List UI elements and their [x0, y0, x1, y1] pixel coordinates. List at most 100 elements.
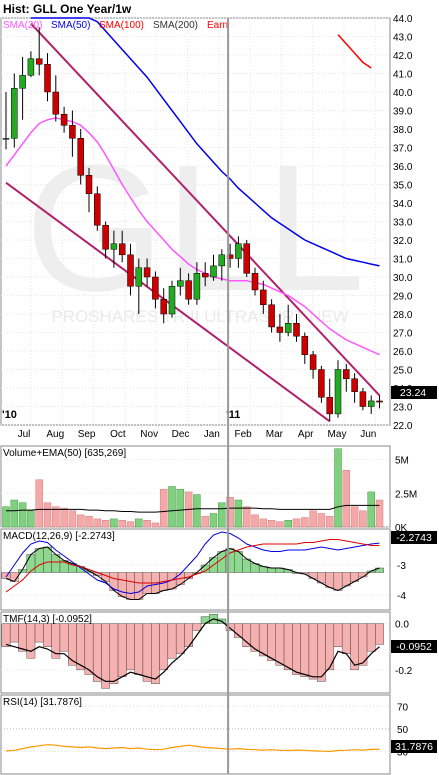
- volume-bar: [10, 499, 19, 528]
- price-grid: [1, 17, 390, 426]
- legend-entry: SMA(200): [153, 20, 198, 31]
- volume-bar: [301, 517, 309, 528]
- volume-bar: [110, 518, 118, 528]
- macd-signal-line: [5, 539, 380, 593]
- tmf-hist-bar: [175, 623, 185, 654]
- candle-body: [77, 138, 84, 176]
- tmf-hist-bar: [126, 623, 135, 671]
- volume-bar: [143, 520, 151, 528]
- volume-label: Volume+EMA(50) [635,269]: [3, 448, 126, 459]
- rsi-line: [5, 744, 380, 753]
- macd-hist-bar: [26, 554, 36, 573]
- price-tick-label: 23.0: [393, 403, 413, 414]
- volume-bar: [292, 518, 301, 528]
- volume-bar: [43, 502, 52, 528]
- price-overlays: [5, 17, 381, 423]
- sma100-line: [337, 34, 372, 69]
- tmf-hist-bar: [134, 623, 144, 675]
- candle-body: [193, 273, 201, 300]
- tmf-hist-bar: [84, 623, 94, 675]
- month-label: Oct: [110, 429, 126, 440]
- volume-bar: [259, 518, 268, 528]
- sma20-line: [5, 117, 380, 356]
- tmf-hist-bar: [43, 623, 52, 647]
- candle-body: [102, 224, 109, 250]
- candle-body: [235, 243, 242, 259]
- volume-bar: [209, 513, 218, 528]
- candle-body: [118, 243, 126, 256]
- volume-bar: [201, 515, 209, 528]
- macd-label: MACD(12,26,9) [-2.2743]: [3, 531, 115, 542]
- last-price-box: [391, 386, 437, 399]
- price-tick-label: 35.0: [393, 181, 413, 192]
- candle-body: [318, 369, 325, 398]
- candle-body: [284, 323, 292, 333]
- candle-body: [11, 88, 18, 139]
- price-tick-label: 39.0: [393, 107, 413, 118]
- tmf-hist-bar: [117, 623, 127, 677]
- macd-hist-bar: [333, 572, 343, 591]
- rsi-label: RSI(14) [31.7876]: [3, 697, 82, 708]
- tmf-hist-bar: [333, 623, 343, 647]
- tmf-hist-bar: [167, 623, 177, 659]
- volume-bar: [35, 479, 43, 528]
- tmf-hist-bar: [9, 623, 19, 643]
- candle-body: [135, 267, 143, 287]
- volume-bar: [2, 506, 10, 528]
- price-tick-label: 43.0: [393, 33, 413, 44]
- candle-body: [27, 58, 35, 76]
- tmf-hist-bar: [267, 623, 276, 661]
- volume-bar: [325, 515, 334, 528]
- candle-body: [367, 400, 375, 407]
- volume-panel: 5M 2.5M 0K Volume+EMA(50) [635,269]: [0, 445, 417, 534]
- candle-body: [376, 400, 383, 403]
- volume-bar: [367, 491, 375, 528]
- macd-hist-bar: [34, 548, 44, 573]
- candle-body: [60, 113, 68, 126]
- macd-hist-bar: [325, 572, 335, 588]
- price-x-axis: Jul Aug Sep Oct Nov Dec Jan Feb Mar Apr May Jun '10 '…: [2, 409, 376, 440]
- volume-bar: [52, 506, 60, 528]
- candle-body: [309, 354, 317, 370]
- tmf-hist-bar: [26, 623, 36, 659]
- volume-bar: [359, 510, 367, 528]
- volume-bar: [309, 510, 317, 528]
- macd-panel: -3 -4 -2.2743 MACD(12,26,9) [-2.2743]: [0, 528, 437, 611]
- macd-hist-bar: [217, 551, 227, 573]
- legend-entry: Earn: [207, 20, 228, 31]
- candle-body: [143, 267, 151, 278]
- candle-body: [359, 391, 367, 407]
- volume-bar: [118, 520, 126, 528]
- volume-bar: [176, 488, 185, 528]
- volume-tick-label: 5M: [395, 456, 409, 467]
- candle-body: [94, 193, 101, 226]
- price-candles: [2, 27, 383, 422]
- tmf-hist-bar: [18, 623, 27, 652]
- month-label: Sep: [78, 429, 96, 440]
- price-tick-label: 25.0: [393, 366, 413, 377]
- volume-bar: [350, 506, 359, 528]
- macd-grid: [1, 564, 390, 596]
- volume-bar: [234, 499, 243, 528]
- macd-tick-label: -3: [397, 561, 406, 572]
- price-tick-label: 34.0: [393, 199, 413, 210]
- tmf-hist-bar: [292, 623, 301, 675]
- volume-bar: [18, 502, 27, 528]
- candle-body: [185, 280, 192, 300]
- volume-tick-label: 2.5M: [395, 489, 417, 500]
- tmf-hist-bar: [92, 623, 102, 682]
- candle-body: [260, 289, 267, 306]
- tmf-label: TMF(14,3) [-0.0952]: [3, 614, 92, 625]
- price-tick-label: 30.0: [393, 273, 413, 284]
- macd-tick-label: -4: [397, 591, 406, 602]
- volume-bar: [76, 514, 85, 528]
- candle-body: [334, 369, 342, 415]
- tmf-hist-bar: [341, 623, 351, 654]
- tmf-hist-bar: [308, 623, 318, 680]
- macd-lines: [5, 531, 380, 595]
- price-axis: 22.023.024.025.026.027.028.029.030.031.0…: [393, 14, 413, 432]
- month-label: Feb: [234, 429, 252, 440]
- volume-bar: [168, 486, 176, 528]
- candle-body: [35, 58, 43, 65]
- volume-bar: [375, 499, 384, 528]
